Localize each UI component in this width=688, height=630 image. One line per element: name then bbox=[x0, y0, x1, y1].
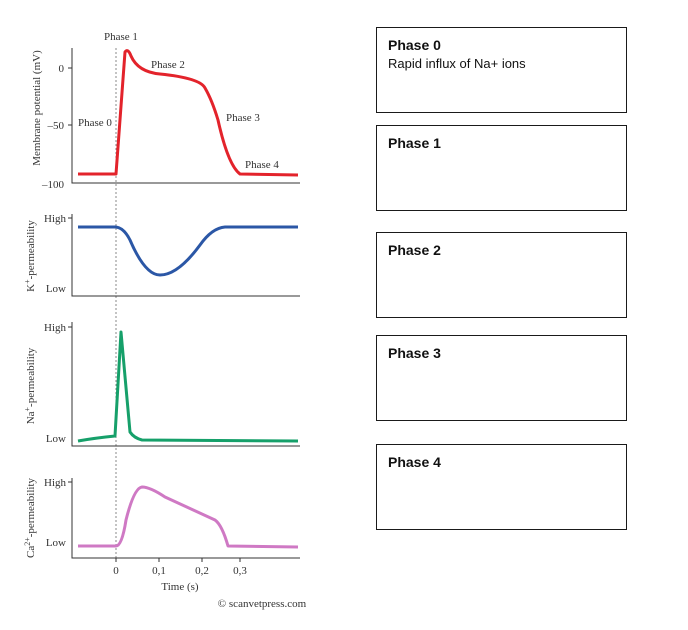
sodium-ylabel: Na+-permeability bbox=[23, 347, 38, 424]
ytick-label: –50 bbox=[47, 120, 65, 132]
phase-box-1[interactable]: Phase 1 bbox=[376, 125, 627, 211]
membrane-axes bbox=[71, 48, 300, 184]
potassium-axes bbox=[71, 214, 300, 297]
annotation-phase-0: Phase 0 bbox=[78, 117, 112, 129]
potassium-permeability-curve bbox=[78, 225, 298, 277]
xaxis-label: Time (s) bbox=[161, 581, 199, 593]
phase-box-text: Rapid influx of Na+ ions bbox=[388, 56, 526, 71]
phase-box-title: Phase 2 bbox=[388, 242, 441, 258]
phase-box-3[interactable]: Phase 3 bbox=[376, 335, 627, 421]
annotation-phase-1: Phase 1 bbox=[104, 31, 138, 43]
xtick-label: 0,1 bbox=[152, 565, 166, 577]
membrane-potential-curve bbox=[78, 49, 299, 177]
xtick-label: 0 bbox=[113, 565, 119, 577]
xtick-label: 0,2 bbox=[195, 565, 209, 577]
ytick-high: High bbox=[44, 213, 67, 225]
calcium-permeability-curve bbox=[78, 485, 299, 549]
calcium-axes bbox=[71, 478, 300, 559]
annotation-phase-3: Phase 3 bbox=[226, 112, 260, 124]
xtick-label: 0,3 bbox=[233, 565, 247, 577]
ytick-label: 0 bbox=[59, 63, 65, 75]
ytick-low: Low bbox=[46, 283, 66, 295]
phase-box-0[interactable]: Phase 0 Rapid influx of Na+ ions bbox=[376, 27, 627, 113]
ytick-label: –100 bbox=[41, 179, 65, 191]
ytick-high: High bbox=[44, 322, 67, 334]
ytick-high: High bbox=[44, 477, 67, 489]
sodium-axes bbox=[71, 322, 300, 447]
sodium-permeability-curve bbox=[77, 330, 299, 443]
copyright-credit: © scanvetpress.com bbox=[218, 598, 307, 610]
ytick-low: Low bbox=[46, 433, 66, 445]
phase-box-2[interactable]: Phase 2 bbox=[376, 232, 627, 318]
membrane-potential-panel: 0 –50 –100 Membrane potential (mV) Phase… bbox=[31, 31, 300, 191]
phase-box-4[interactable]: Phase 4 bbox=[376, 444, 627, 530]
phase-box-title: Phase 1 bbox=[388, 135, 441, 151]
annotation-phase-4: Phase 4 bbox=[245, 159, 279, 171]
phase-box-title: Phase 0 bbox=[388, 37, 441, 53]
ytick-low: Low bbox=[46, 537, 66, 549]
annotation-phase-2: Phase 2 bbox=[151, 59, 185, 71]
phase-box-title: Phase 4 bbox=[388, 454, 441, 470]
calcium-permeability-panel: High Low Ca2+-permeability 0 0,1 0,2 0,3… bbox=[23, 477, 300, 593]
sodium-permeability-panel: High Low Na+-permeability bbox=[23, 322, 300, 447]
membrane-ylabel: Membrane potential (mV) bbox=[31, 50, 43, 166]
potassium-ylabel: K+-permeability bbox=[23, 220, 38, 292]
action-potential-figure: 0 –50 –100 Membrane potential (mV) Phase… bbox=[23, 31, 307, 610]
potassium-permeability-panel: High Low K+-permeability bbox=[23, 213, 300, 297]
phase-box-title: Phase 3 bbox=[388, 345, 441, 361]
calcium-ylabel: Ca2+-permeability bbox=[23, 478, 38, 559]
